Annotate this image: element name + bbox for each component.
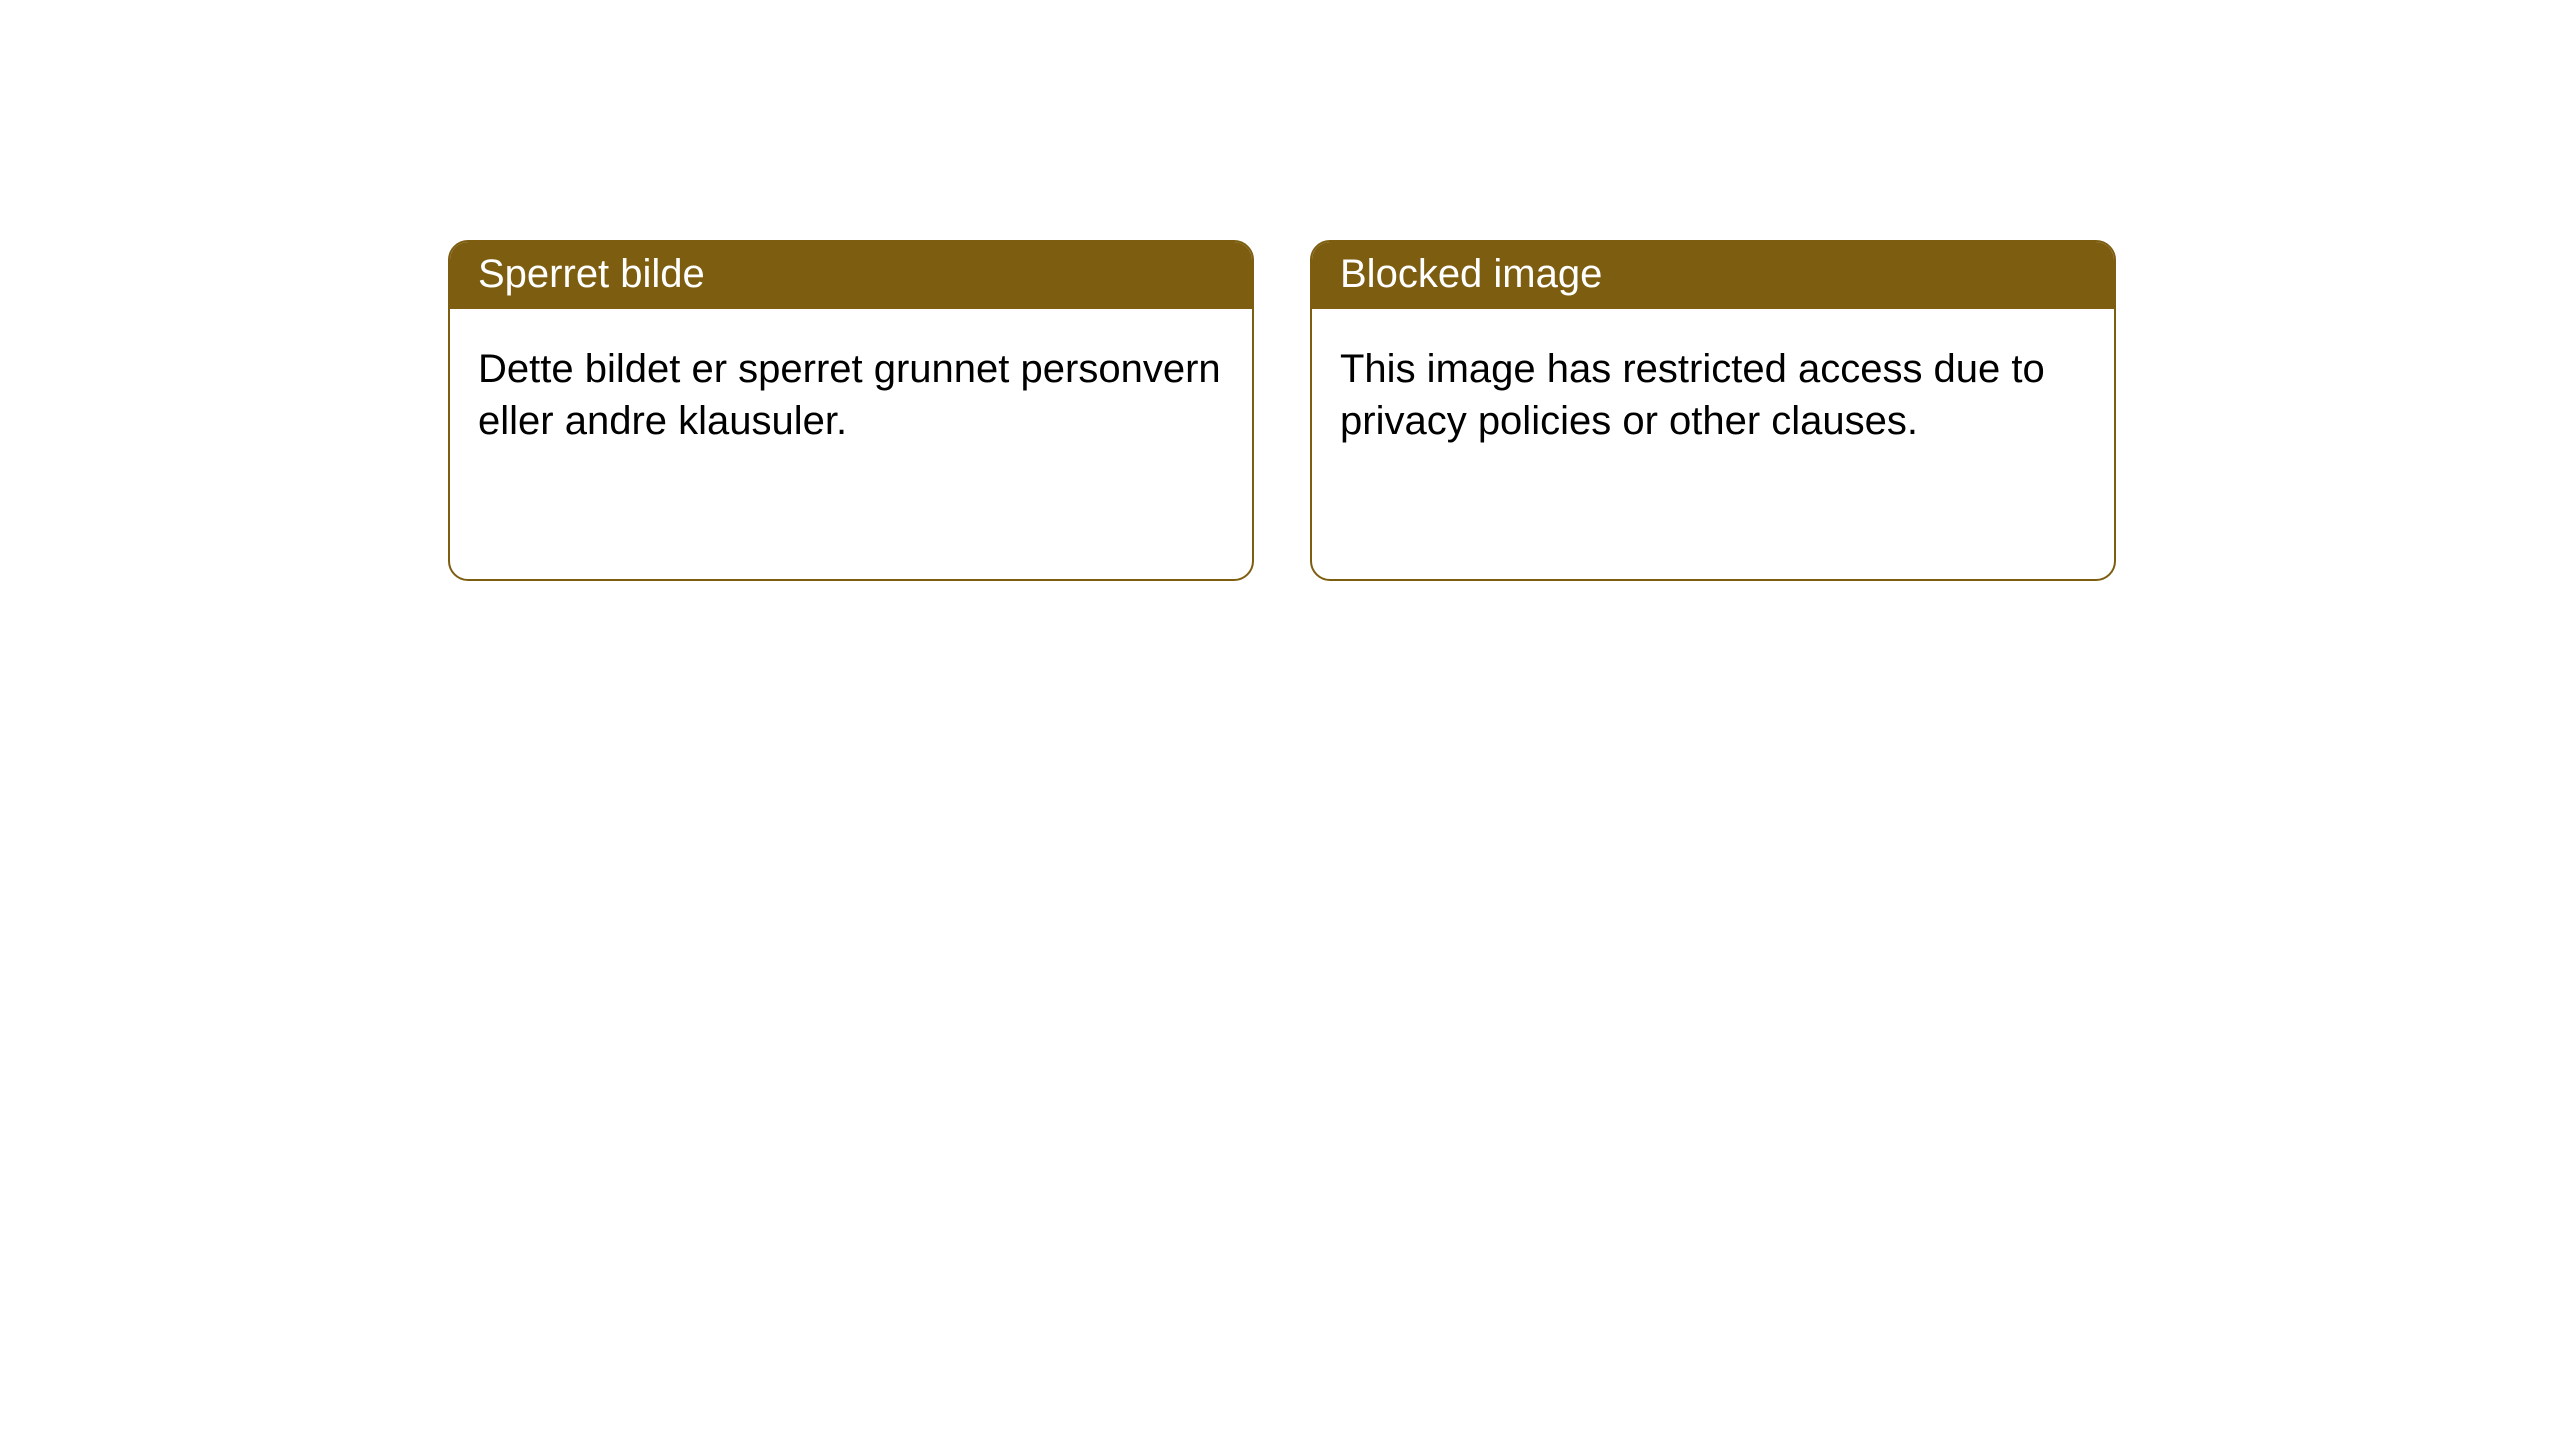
card-body-norwegian: Dette bildet er sperret grunnet personve… <box>450 309 1252 579</box>
card-body-english: This image has restricted access due to … <box>1312 309 2114 579</box>
card-english: Blocked image This image has restricted … <box>1310 240 2116 581</box>
card-header-text: Blocked image <box>1340 252 1602 296</box>
card-norwegian: Sperret bilde Dette bildet er sperret gr… <box>448 240 1254 581</box>
card-header-text: Sperret bilde <box>478 252 705 296</box>
cards-container: Sperret bilde Dette bildet er sperret gr… <box>0 0 2560 581</box>
card-header-english: Blocked image <box>1312 242 2114 309</box>
card-body-text: Dette bildet er sperret grunnet personve… <box>478 343 1224 447</box>
card-header-norwegian: Sperret bilde <box>450 242 1252 309</box>
card-body-text: This image has restricted access due to … <box>1340 343 2086 447</box>
